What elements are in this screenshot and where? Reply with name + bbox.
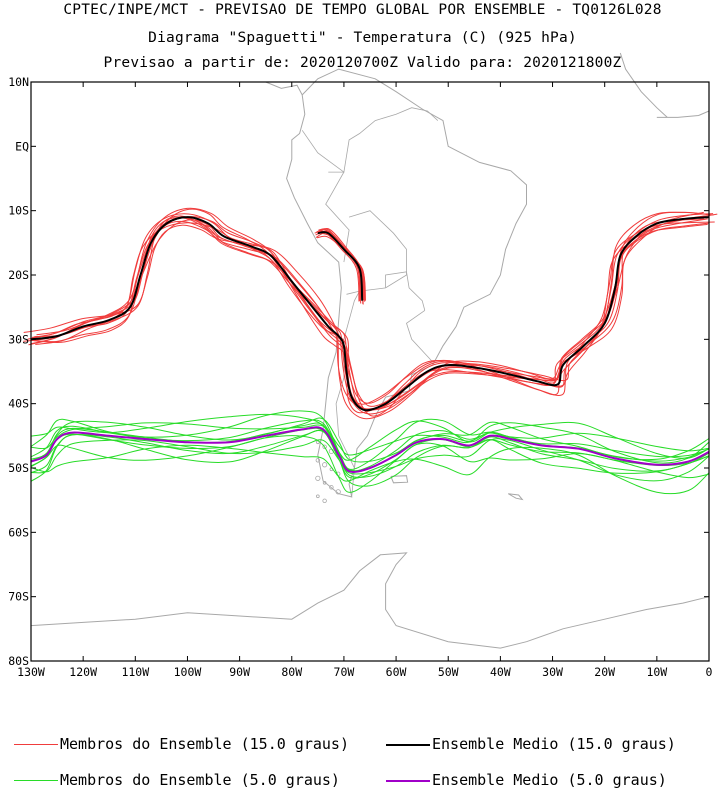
legend-item-mean-15: Ensemble Medio (15.0 graus) [386,735,676,753]
member-15-contour [31,217,709,411]
legend-label: Ensemble Medio (15.0 graus) [432,735,676,753]
lat-label: 60S [8,525,29,539]
mean-15-contour [30,216,710,412]
lat-label: 10S [8,204,29,218]
legend-swatch-purple [386,779,430,782]
lon-label: 10W [646,665,667,679]
member-5-contour [30,444,710,495]
members-5-layer [30,410,710,495]
lat-label: 30S [8,332,29,346]
coastline-path [328,107,439,173]
island-mark [316,494,320,499]
mean-5-contour [30,426,710,474]
lon-label: 70W [334,665,355,679]
member-15-contour [31,208,709,405]
legend-label: Membros do Ensemble (15.0 graus) [60,735,349,753]
legend-swatch-green [14,780,58,781]
latitude-axis: 10N EQ 10S 20S 30S 40S 50S 60S 70S 80S [8,75,709,668]
coastline-path [385,271,426,311]
island-mark [315,475,321,481]
lon-label: 20W [594,665,615,679]
coastline-path [286,68,527,498]
chart-title-line2: Diagrama "Spaguetti" - Temperatura (C) (… [148,30,577,46]
island-mark [322,444,327,449]
legend-swatch-red [14,744,58,745]
legend-swatch-black [386,743,430,746]
island-mark [329,485,334,490]
member-5-contour [30,417,710,463]
coastline-path [406,310,433,363]
lon-label: 130W [17,665,45,679]
coastline-path [301,130,350,263]
lat-label: EQ [15,139,29,153]
lat-label: 70S [8,590,29,604]
coastline-path [619,52,668,118]
lat-label: 20S [8,268,29,282]
chart-title-line3: Previsao a partir de: 2020120700Z Valido… [103,55,622,71]
longitude-axis: 130W 120W 110W 100W 90W 80W 70W 60W 50W 40W 30W 20W… [17,82,713,679]
member-5-contour [30,410,710,470]
coastline-path [507,493,524,501]
map-frame [30,81,710,662]
mean-layer [30,216,710,474]
lat-label: 80S [8,654,29,668]
lon-label: 40W [490,665,511,679]
legend-label: Ensemble Medio (5.0 graus) [432,771,667,789]
island-mark [315,458,321,463]
legend-item-mean-5: Ensemble Medio (5.0 graus) [386,771,667,789]
member-5-contour [30,435,710,493]
coastline-path [390,475,409,484]
lat-label: 50S [8,461,29,475]
member-5-contour [30,429,710,487]
coastline-path [335,290,360,497]
lon-label: 110W [121,665,149,679]
mean-15-andes-contour [317,231,364,301]
coastline-path [346,210,407,295]
coastline-path [656,110,710,118]
lat-label: 10N [8,75,29,89]
island-mark [322,462,328,468]
member-15-contour [23,215,705,410]
member-15-andes-contour [314,230,360,302]
coastline-path [30,552,710,649]
lon-label: 30W [542,665,563,679]
lat-label: 40S [8,397,29,411]
lon-label: 0 [706,665,713,679]
coastline-layer [30,52,710,649]
lon-label: 90W [229,665,250,679]
members-15-layer [23,207,718,420]
island-mark [322,480,327,485]
chart-title-line1: CPTEC/INPE/MCT - PREVISAO DE TEMPO GLOBA… [63,2,662,18]
member-15-contour [23,211,704,420]
member-15-contour [34,213,714,412]
legend-item-members-5: Membros do Ensemble (5.0 graus) [14,771,340,789]
lon-label: 120W [69,665,97,679]
island-mark [335,489,341,495]
lon-label: 60W [386,665,407,679]
legend-label: Membros do Ensemble (5.0 graus) [60,771,340,789]
legend-item-members-15: Membros do Ensemble (15.0 graus) [14,735,349,753]
coastline-path [265,81,303,96]
lon-label: 50W [438,665,459,679]
lon-label: 80W [281,665,302,679]
island-mark [322,498,327,504]
spaghetti-map: 10N EQ 10S 20S 30S 40S 50S 60S 70S 80S 130W 120W 11… [8,52,718,679]
lon-label: 100W [174,665,202,679]
